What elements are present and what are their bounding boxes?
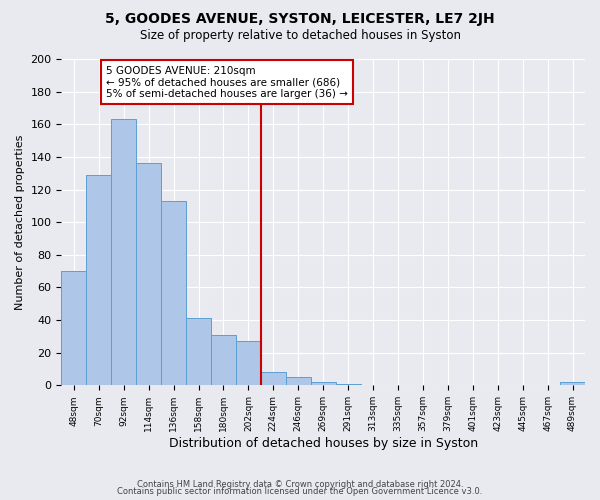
Text: 5, GOODES AVENUE, SYSTON, LEICESTER, LE7 2JH: 5, GOODES AVENUE, SYSTON, LEICESTER, LE7… [105,12,495,26]
Bar [211,335,236,386]
Bar [61,271,86,386]
Bar [161,201,186,386]
Text: 5 GOODES AVENUE: 210sqm
← 95% of detached houses are smaller (686)
5% of semi-de: 5 GOODES AVENUE: 210sqm ← 95% of detache… [106,66,348,98]
Bar [286,377,311,386]
Bar [261,372,286,386]
Bar [236,342,261,386]
Bar [86,175,111,386]
Text: Contains HM Land Registry data © Crown copyright and database right 2024.: Contains HM Land Registry data © Crown c… [137,480,463,489]
Text: Size of property relative to detached houses in Syston: Size of property relative to detached ho… [139,29,461,42]
Bar [111,120,136,386]
Text: Contains public sector information licensed under the Open Government Licence v3: Contains public sector information licen… [118,487,482,496]
X-axis label: Distribution of detached houses by size in Syston: Distribution of detached houses by size … [169,437,478,450]
Bar [560,382,585,386]
Bar [335,384,361,386]
Bar [136,164,161,386]
Bar [311,382,335,386]
Bar [186,318,211,386]
Y-axis label: Number of detached properties: Number of detached properties [15,134,25,310]
